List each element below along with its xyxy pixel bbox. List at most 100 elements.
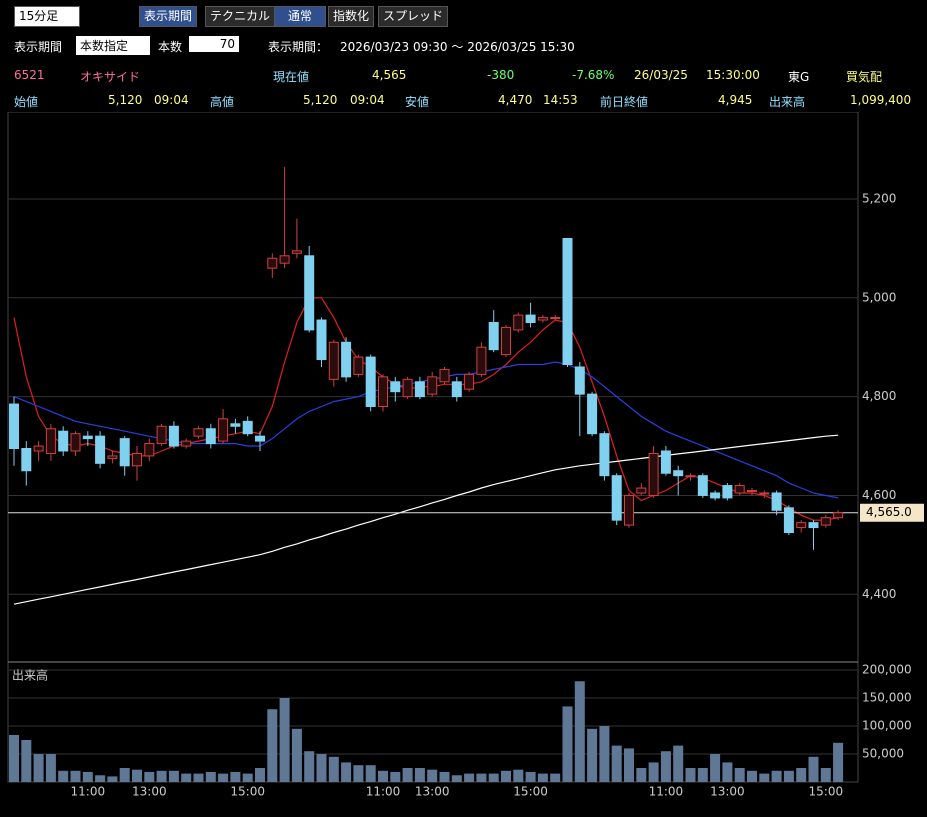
volume-bar <box>156 770 167 782</box>
candle-body <box>9 403 19 450</box>
market: 東G <box>788 70 810 84</box>
candle-body <box>550 317 561 320</box>
candle-body <box>341 341 352 378</box>
volume-bar <box>255 768 265 782</box>
volume-bar <box>599 726 610 782</box>
volume-bar <box>378 770 388 782</box>
candle-body <box>291 250 302 254</box>
period-button[interactable]: 表示期間 <box>139 6 198 27</box>
prev: 4,945 <box>718 93 753 107</box>
candle-body <box>685 475 696 478</box>
volume-bar <box>464 773 475 782</box>
volume-label: 出来高 <box>769 95 806 109</box>
candle-body <box>107 455 118 459</box>
volume: 1,099,400 <box>850 93 912 107</box>
candle-body <box>783 507 794 534</box>
y-tick-label: 150,000 <box>862 691 912 705</box>
candle-body <box>132 452 142 467</box>
volume-bar <box>205 771 216 782</box>
volume-bar <box>353 765 364 782</box>
candle-body <box>58 430 69 452</box>
period-label: 表示期間 <box>14 40 63 54</box>
candle-body <box>218 418 229 442</box>
interval-select[interactable]: 15分足 <box>14 6 80 27</box>
moving-average <box>13 361 839 499</box>
candle-body <box>119 438 130 467</box>
volume-bar <box>316 754 327 782</box>
period-mode[interactable]: 本数指定 <box>76 36 150 55</box>
volume-bar <box>734 768 745 782</box>
moving-average <box>13 434 839 605</box>
volume-bar <box>279 698 290 782</box>
low-time: 14:53 <box>543 93 578 107</box>
volume-bar <box>230 771 241 782</box>
volume-bar <box>390 771 401 782</box>
normal-button[interactable]: 通常 <box>274 6 326 27</box>
volume-bar <box>193 773 204 782</box>
volume-bar <box>33 754 44 782</box>
count-input[interactable]: 70 <box>189 36 239 52</box>
x-tick-label: 15:00 <box>230 785 265 799</box>
candle-body <box>365 356 376 408</box>
volume-bar <box>218 773 229 782</box>
candle-body <box>279 255 290 264</box>
spread-button[interactable]: スプレッド <box>378 6 449 27</box>
volume-bar <box>9 734 19 782</box>
candle-body <box>710 492 721 499</box>
y-tick-label: 5,200 <box>862 191 896 205</box>
index-button[interactable]: 指数化 <box>328 6 375 27</box>
volume-bar <box>291 728 302 782</box>
volume-bar <box>95 775 106 782</box>
y-tick-label: 4,800 <box>862 389 896 403</box>
volume-bar <box>796 768 807 782</box>
candle-body <box>255 435 265 442</box>
candle-body <box>759 492 770 495</box>
candle-body <box>636 487 647 494</box>
candle-body <box>587 393 598 435</box>
candle-body <box>378 376 388 408</box>
low-label: 安値 <box>405 95 430 109</box>
panel-title: 出来高 <box>12 668 48 683</box>
volume-bar <box>783 770 794 782</box>
candle-body <box>33 445 44 452</box>
candle-body <box>230 423 241 427</box>
candle-body <box>796 522 807 529</box>
volume-bar <box>673 745 684 782</box>
candle-body <box>771 492 782 511</box>
candle-body <box>168 425 179 447</box>
candle-body <box>808 522 819 529</box>
volume-bar <box>451 775 462 782</box>
candle-body <box>599 433 610 477</box>
volume-bar <box>181 773 192 782</box>
last-price-box <box>860 503 924 522</box>
candle-body <box>95 435 106 464</box>
candle-body <box>525 314 536 324</box>
volume-bar <box>747 770 757 782</box>
volume-bar <box>82 771 93 782</box>
candle-body <box>181 440 192 447</box>
date: 26/03/25 <box>634 68 688 82</box>
last-price-label: 4,565.0 <box>866 505 912 519</box>
volume-bar <box>611 745 622 782</box>
volume-bar <box>132 769 142 782</box>
candle-body <box>833 512 844 519</box>
change: -380 <box>487 68 515 82</box>
x-tick-label: 15:00 <box>513 785 548 799</box>
range-label: 表示期間： <box>268 40 329 54</box>
volume-bar <box>304 751 315 782</box>
y-tick-label: 100,000 <box>862 719 912 733</box>
low: 4,470 <box>498 93 533 107</box>
volume-bar <box>21 740 32 782</box>
price: 4,565 <box>372 68 407 82</box>
candle-body <box>414 381 425 398</box>
technical-button[interactable]: テクニカル <box>205 6 276 27</box>
volume-bar <box>488 773 499 782</box>
volume-bar <box>759 773 770 782</box>
volume-bar <box>168 770 179 782</box>
candle-body <box>697 475 708 496</box>
candle-body <box>427 376 438 395</box>
moving-average <box>13 297 839 521</box>
volume-bar <box>58 770 69 782</box>
candle-body <box>193 428 204 437</box>
time: 15:30:00 <box>706 68 760 82</box>
